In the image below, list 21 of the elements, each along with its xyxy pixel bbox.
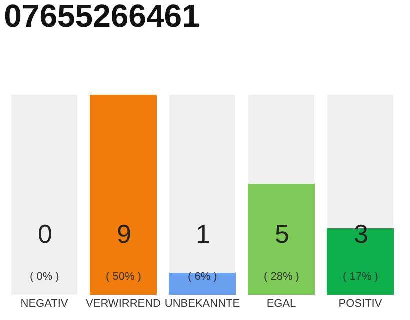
- annotation: ( 28% ): [264, 271, 300, 283]
- bar: [170, 95, 236, 273]
- x-tick-label: NEGATIV: [20, 298, 69, 310]
- annotation: ( 50% ): [106, 271, 142, 283]
- data-label: 9: [117, 219, 132, 249]
- x-tick-label: POSITIV: [338, 298, 383, 310]
- annotation: ( 17% ): [343, 271, 378, 283]
- bar: [248, 183, 315, 295]
- x-tick-label: UNBEKANNTE: [164, 298, 240, 310]
- x-tick-label: VERWIRREND: [86, 298, 162, 310]
- bar: [90, 95, 157, 295]
- annotation: ( 6% ): [188, 271, 218, 283]
- bar: [169, 272, 236, 295]
- x-tick-label: EGAL: [266, 298, 296, 310]
- annotation: ( 0% ): [30, 271, 60, 283]
- data-label: 1: [196, 219, 210, 249]
- bar: [248, 95, 314, 184]
- data-label: 0: [38, 219, 52, 249]
- data-label: 5: [275, 219, 290, 249]
- chart-title: 07655266461: [4, 0, 200, 34]
- data-label: 3: [354, 219, 368, 249]
